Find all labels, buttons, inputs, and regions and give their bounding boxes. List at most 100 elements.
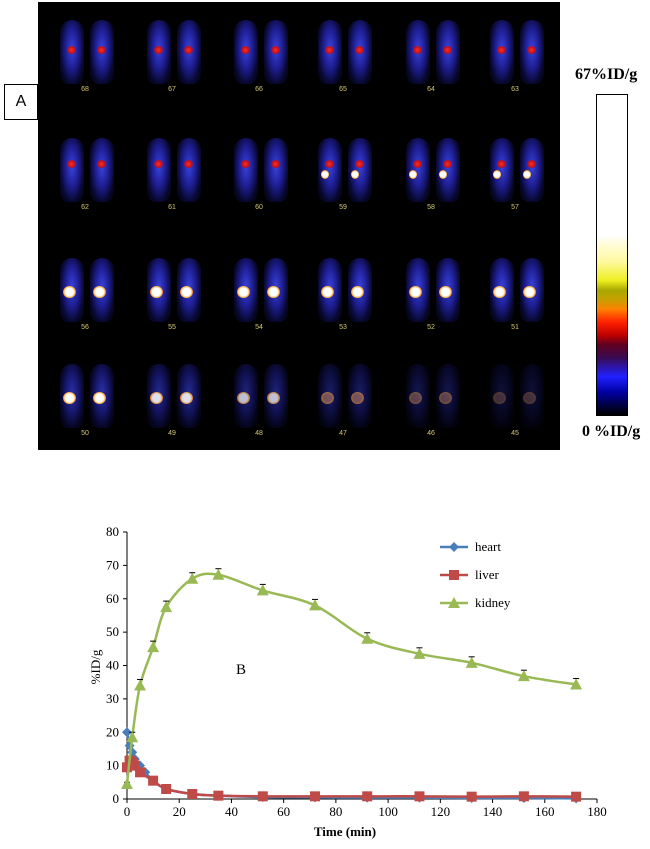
data-point-kidney — [413, 647, 426, 659]
pet-frame: 52 — [394, 254, 468, 334]
x-tick-label: 140 — [483, 804, 503, 819]
y-tick-label: 80 — [106, 524, 119, 539]
heart-hotspot — [184, 160, 193, 168]
data-point-kidney — [126, 731, 139, 743]
kidney-hotspot — [439, 286, 452, 298]
heart-hotspot — [355, 46, 364, 54]
data-point-kidney — [309, 599, 321, 611]
data-point-liver — [414, 791, 425, 802]
kidney-hotspot — [493, 392, 506, 404]
heart-hotspot — [527, 46, 536, 54]
mouse-silhouette — [406, 364, 430, 428]
pet-frame: 63 — [478, 16, 552, 96]
pet-frame: 53 — [306, 254, 380, 334]
frame-number: 58 — [427, 204, 435, 211]
mouse-silhouette — [177, 138, 201, 202]
frame-number: 49 — [168, 430, 176, 437]
pet-image-grid: 68 67 66 65 64 63 62 61 60 59 58 57 56 55 54 53 52 51 50 49… — [38, 2, 560, 450]
data-point-kidney — [361, 632, 374, 644]
data-point-liver — [148, 775, 159, 786]
colorbar-min-label: 0 %ID/g — [582, 423, 641, 440]
data-point-liver — [571, 791, 582, 802]
pet-frame: 45 — [478, 360, 552, 440]
frame-number: 50 — [81, 430, 89, 437]
y-tick-label: 40 — [106, 658, 119, 673]
pet-frame: 61 — [135, 134, 209, 214]
kidney-hotspot — [267, 392, 280, 404]
data-point-liver — [161, 783, 172, 794]
data-point-liver — [187, 788, 198, 799]
biodistribution-chart: 0 10 20 30 40 50 60 70 80 0 20 40 60 80 100 120 140 160 18… — [88, 524, 607, 839]
chart-axes: 0 10 20 30 40 50 60 70 80 0 20 40 60 80 100 120 140 160 18… — [106, 524, 607, 819]
data-point-liver — [129, 760, 140, 771]
pet-frame: 51 — [478, 254, 552, 334]
pet-frame: 55 — [135, 254, 209, 334]
frame-number: 45 — [511, 430, 519, 437]
data-point-liver — [362, 791, 373, 802]
y-tick-label: 60 — [106, 591, 119, 606]
kidney-hotspot — [409, 286, 422, 298]
series-kidney — [121, 568, 583, 789]
frame-number: 60 — [255, 204, 263, 211]
heart-hotspot — [355, 160, 364, 168]
frame-number: 54 — [255, 324, 263, 331]
kidney-hotspot — [321, 170, 329, 179]
y-axis-label: %ID/g — [88, 649, 103, 684]
mouse-silhouette — [60, 138, 84, 202]
mouse-silhouette — [264, 138, 288, 202]
x-tick-label: 180 — [587, 804, 607, 819]
frame-number: 52 — [427, 324, 435, 331]
heart-hotspot — [67, 160, 76, 168]
frame-number: 67 — [168, 86, 176, 93]
pet-frame: 65 — [306, 16, 380, 96]
frame-number: 62 — [81, 204, 89, 211]
data-point-liver — [135, 767, 146, 778]
mouse-silhouette — [234, 138, 258, 202]
pet-frame: 67 — [135, 16, 209, 96]
colorbar-max-label: 67%ID/g — [575, 66, 638, 83]
x-tick-label: 40 — [225, 804, 238, 819]
data-point-liver — [257, 791, 268, 802]
panel-a-label: A — [4, 84, 38, 120]
legend-marker-heart — [449, 542, 459, 552]
kidney-hotspot — [237, 392, 250, 404]
data-point-kidney — [121, 777, 133, 789]
frame-number: 68 — [81, 86, 89, 93]
x-tick-label: 0 — [124, 804, 131, 819]
data-point-heart — [122, 727, 132, 738]
x-tick-label: 60 — [277, 804, 290, 819]
data-point-liver — [518, 791, 529, 802]
heart-hotspot — [271, 160, 280, 168]
frame-number: 57 — [511, 204, 519, 211]
pet-frame: 60 — [222, 134, 296, 214]
panel-a-label-text: A — [15, 93, 27, 110]
data-point-kidney — [147, 641, 160, 653]
y-tick-label: 70 — [106, 557, 119, 572]
y-tick-label: 20 — [106, 724, 119, 739]
data-point-liver — [213, 790, 224, 801]
data-point-liver — [122, 762, 132, 773]
heart-hotspot — [497, 46, 506, 54]
pet-frame: 49 — [135, 360, 209, 440]
legend-marker-kidney — [448, 597, 460, 608]
pet-frame: 47 — [306, 360, 380, 440]
data-point-kidney — [212, 568, 225, 580]
pet-frame: 46 — [394, 360, 468, 440]
x-tick-label: 160 — [535, 804, 555, 819]
heart-hotspot — [443, 46, 452, 54]
heart-hotspot — [154, 160, 163, 168]
kidney-hotspot — [351, 170, 359, 179]
heart-hotspot — [527, 160, 536, 168]
kidney-hotspot — [237, 286, 250, 298]
mouse-silhouette — [90, 138, 114, 202]
kidney-hotspot — [493, 286, 506, 298]
kidney-hotspot — [63, 286, 76, 298]
frame-number: 65 — [339, 86, 347, 93]
data-point-kidney — [570, 678, 583, 690]
colorbar — [596, 94, 628, 416]
frame-number: 64 — [427, 86, 435, 93]
kidney-hotspot — [150, 286, 163, 298]
kidney-hotspot — [439, 392, 452, 404]
data-point-kidney — [186, 572, 199, 584]
kidney-hotspot — [523, 286, 536, 298]
